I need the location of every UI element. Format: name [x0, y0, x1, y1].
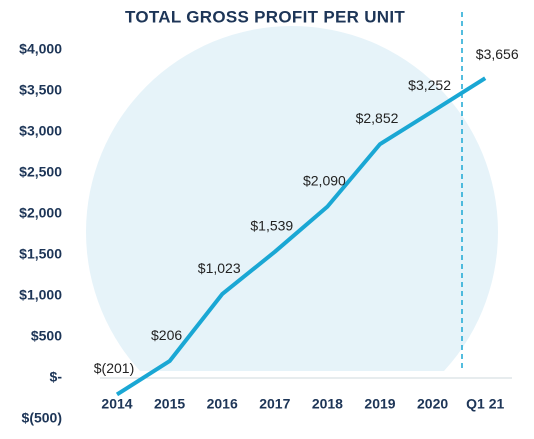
x-tick-label: 2019: [364, 396, 395, 412]
y-tick-label: $(500): [22, 410, 62, 426]
data-label: $206: [151, 327, 182, 343]
background-mask: [80, 371, 520, 439]
y-tick-label: $3,000: [19, 123, 62, 139]
x-tick-label: 2015: [154, 396, 185, 412]
data-label: $2,852: [356, 110, 399, 126]
y-tick-label: $1,500: [19, 246, 62, 262]
data-label: $1,539: [250, 218, 293, 234]
y-tick-label: $4,000: [19, 41, 62, 57]
x-tick-label: 2018: [312, 396, 343, 412]
y-tick-label: $500: [31, 328, 62, 344]
x-tick-label: Q1 21: [466, 396, 504, 412]
y-tick-label: $1,000: [19, 287, 62, 303]
y-tick-label: $2,000: [19, 205, 62, 221]
data-label: $3,656: [476, 46, 519, 62]
x-tick-label: 2016: [207, 396, 238, 412]
x-tick-label: 2020: [417, 396, 448, 412]
line: [115, 76, 487, 397]
x-tick-label: 2017: [259, 396, 290, 412]
chart-title: TOTAL GROSS PROFIT PER UNIT: [125, 7, 405, 26]
data-label: $(201): [94, 360, 134, 376]
data-label: $1,023: [198, 260, 241, 276]
data-label: $3,252: [408, 77, 451, 93]
y-tick-label: $3,500: [19, 82, 62, 98]
x-tick-label: 2014: [101, 396, 132, 412]
y-tick-label: $-: [50, 369, 63, 385]
data-label: $2,090: [303, 172, 346, 188]
y-tick-label: $2,500: [19, 164, 62, 180]
